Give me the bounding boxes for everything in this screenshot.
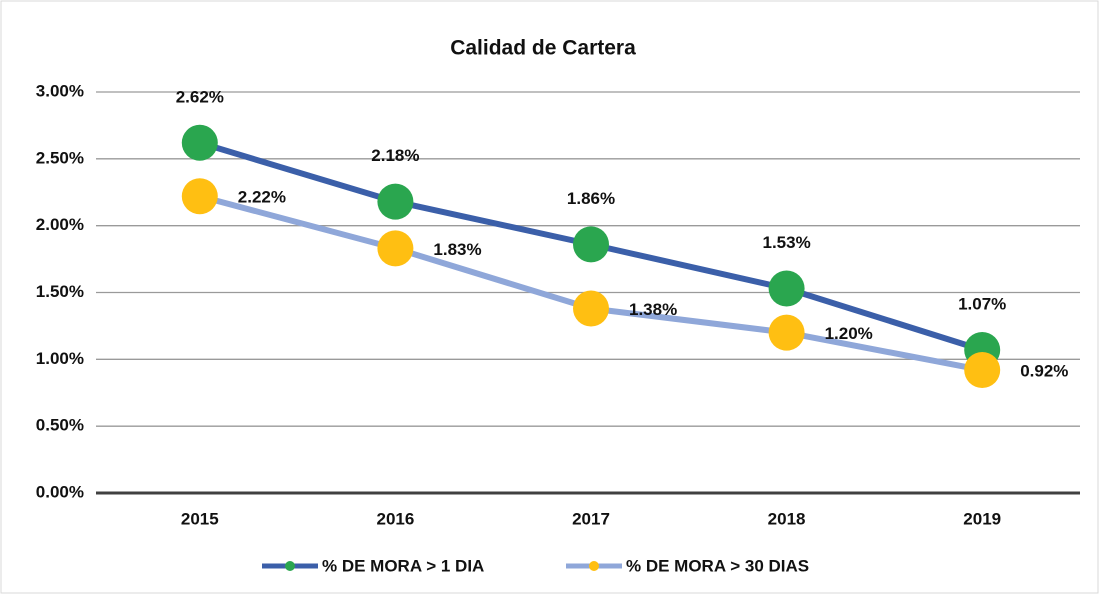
- data-label: 2.22%: [238, 188, 286, 207]
- legend-label: % DE MORA > 30 DIAS: [626, 556, 809, 575]
- marker: [768, 270, 805, 307]
- data-label: 1.20%: [825, 324, 873, 343]
- marker: [768, 314, 805, 351]
- legend-marker: [285, 561, 295, 571]
- data-label: 2.62%: [176, 87, 224, 106]
- x-tick-label: 2019: [963, 509, 1001, 528]
- y-tick-label: 2.50%: [36, 148, 84, 167]
- legend-marker: [589, 561, 599, 571]
- y-tick-label: 1.50%: [36, 282, 84, 301]
- legend-label: % DE MORA > 1 DIA: [322, 556, 484, 575]
- x-tick-label: 2018: [768, 509, 806, 528]
- data-label: 2.18%: [371, 146, 419, 165]
- y-tick-label: 0.50%: [36, 416, 84, 435]
- marker: [181, 124, 218, 161]
- marker: [377, 183, 414, 220]
- y-tick-label: 1.00%: [36, 349, 84, 368]
- y-tick-label: 3.00%: [36, 81, 84, 100]
- data-label: 0.92%: [1020, 362, 1068, 381]
- data-label: 1.38%: [629, 300, 677, 319]
- data-label: 1.83%: [433, 240, 481, 259]
- chart-title: Calidad de Cartera: [450, 37, 636, 60]
- marker: [377, 230, 414, 267]
- marker: [964, 352, 1001, 389]
- marker: [181, 178, 218, 215]
- data-label: 1.86%: [567, 189, 615, 208]
- marker: [573, 226, 609, 263]
- x-tick-label: 2016: [376, 509, 414, 528]
- data-label: 1.53%: [762, 233, 810, 252]
- x-tick-label: 2017: [572, 509, 610, 528]
- x-tick-label: 2015: [181, 509, 219, 528]
- y-tick-label: 2.00%: [36, 215, 84, 234]
- y-tick-label: 0.00%: [36, 482, 84, 501]
- data-label: 1.07%: [958, 294, 1006, 313]
- marker: [573, 290, 609, 327]
